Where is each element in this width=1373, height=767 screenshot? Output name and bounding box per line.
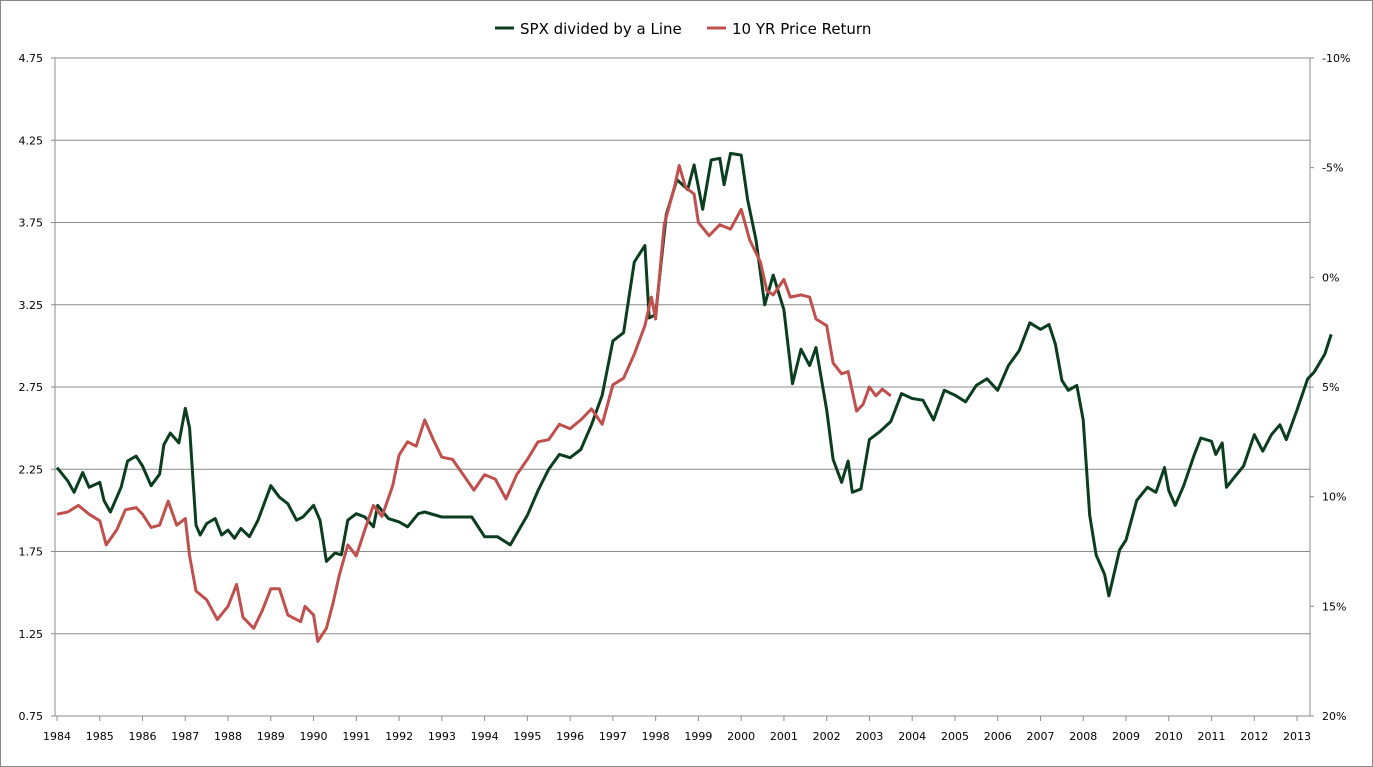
y-right-tick-label: 20% xyxy=(1322,710,1346,723)
y-right-tick-label: 5% xyxy=(1322,381,1339,394)
y-right-tick-label: -5% xyxy=(1322,162,1343,175)
y-left-tick-label: 3.75 xyxy=(19,217,44,230)
x-tick-label: 1996 xyxy=(556,730,584,743)
x-tick-label: 2001 xyxy=(770,730,798,743)
x-tick-label: 1988 xyxy=(214,730,242,743)
series-line-spx-divided-by-line xyxy=(55,151,1333,598)
y-right-tick-label: -10% xyxy=(1322,52,1350,65)
x-tick-label: 1997 xyxy=(599,730,627,743)
x-tick-label: 1999 xyxy=(684,730,712,743)
x-tick-label: 2002 xyxy=(813,730,841,743)
x-tick-label: 2010 xyxy=(1155,730,1183,743)
x-tick-label: 2008 xyxy=(1069,730,1097,743)
y-left-tick-label: 1.75 xyxy=(19,546,44,559)
x-tick-label: 1987 xyxy=(171,730,199,743)
x-tick-label: 1995 xyxy=(513,730,541,743)
x-tick-label: 1993 xyxy=(428,730,456,743)
x-tick-label: 2000 xyxy=(727,730,755,743)
legend-label-10yr: 10 YR Price Return xyxy=(732,20,871,38)
series-lines xyxy=(55,151,1333,643)
y-left-tick-label: 0.75 xyxy=(19,710,44,723)
x-tick-label: 1990 xyxy=(300,730,328,743)
series-line-10yr-price-return xyxy=(56,164,892,643)
x-tick-label: 1984 xyxy=(43,730,71,743)
y-left-tick-label: 2.75 xyxy=(19,381,44,394)
y-right-tick-label: 0% xyxy=(1322,271,1339,284)
x-tick-label: 1991 xyxy=(342,730,370,743)
x-tick-label: 2007 xyxy=(1026,730,1054,743)
x-tick-label: 1986 xyxy=(129,730,157,743)
y-left-tick-label: 4.25 xyxy=(19,134,44,147)
x-tick-label: 2013 xyxy=(1283,730,1311,743)
gridlines xyxy=(55,57,1310,635)
x-tick-label: 2009 xyxy=(1112,730,1140,743)
x-tick-label: 2012 xyxy=(1240,730,1268,743)
legend-label-spx: SPX divided by a Line xyxy=(520,20,682,38)
y-right-tick-label: 10% xyxy=(1322,491,1346,504)
y-right-tick-label: 15% xyxy=(1322,600,1346,613)
x-tick-label: 2004 xyxy=(898,730,926,743)
axes: 0.75 1.25 1.75 2.25 2.75 3.25 3.75 4.25 4.75 -10%… xyxy=(19,52,1351,743)
x-tick-label: 2003 xyxy=(855,730,883,743)
y-left-tick-label: 3.25 xyxy=(19,299,44,312)
y-left-tick-label: 4.75 xyxy=(19,52,44,65)
x-tick-label: 2011 xyxy=(1198,730,1226,743)
x-tick-label: 1985 xyxy=(86,730,114,743)
x-tick-label: 2005 xyxy=(941,730,969,743)
x-tick-label: 1992 xyxy=(385,730,413,743)
x-tick-label: 1994 xyxy=(471,730,499,743)
legend: SPX divided by a Line 10 YR Price Return xyxy=(495,20,871,38)
y-left-tick-label: 2.25 xyxy=(19,463,44,476)
x-tick-label: 1989 xyxy=(257,730,285,743)
x-tick-label: 1998 xyxy=(642,730,670,743)
y-left-tick-label: 1.25 xyxy=(19,628,44,641)
x-tick-label: 2006 xyxy=(984,730,1012,743)
